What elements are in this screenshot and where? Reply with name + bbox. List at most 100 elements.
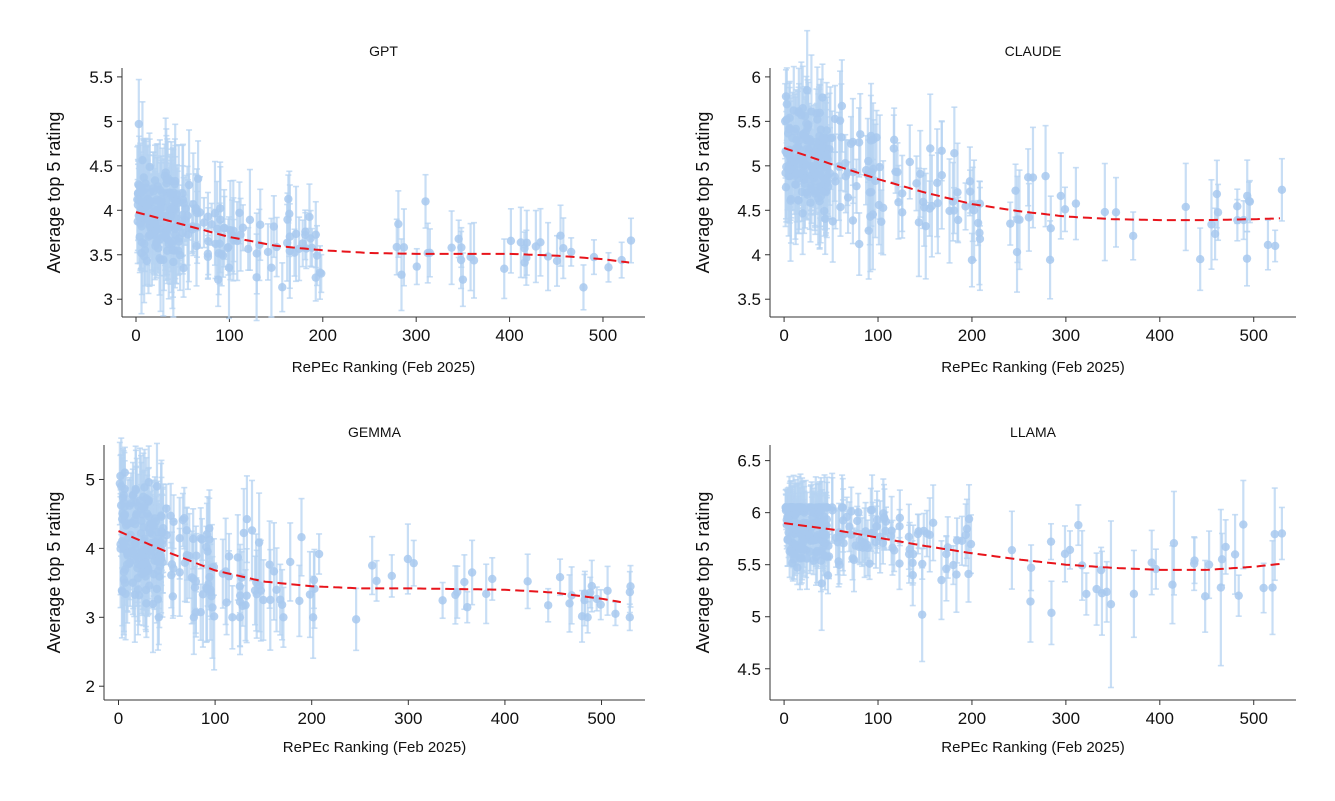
data-point <box>214 249 223 258</box>
data-point <box>879 513 889 522</box>
data-point <box>166 212 175 222</box>
data-point <box>583 613 592 622</box>
data-point <box>817 579 826 588</box>
data-point <box>781 506 791 515</box>
data-point <box>314 549 324 559</box>
data-point <box>162 221 171 231</box>
data-point <box>242 514 252 524</box>
data-point <box>932 178 942 188</box>
data-point <box>163 246 172 255</box>
data-point <box>813 115 822 124</box>
y-tick-label: 5.5 <box>737 556 761 575</box>
data-point <box>447 243 456 252</box>
data-point <box>142 599 151 608</box>
x-tick-label: 300 <box>394 709 422 728</box>
data-point <box>403 554 413 564</box>
data-point <box>116 501 126 510</box>
x-tick-label: 300 <box>402 326 430 345</box>
data-point <box>213 275 223 284</box>
data-point <box>803 123 812 133</box>
data-point <box>155 572 164 581</box>
y-tick-label: 4.5 <box>737 660 761 679</box>
data-point <box>1195 254 1205 264</box>
x-axis-title: RePEc Ranking (Feb 2025) <box>283 739 466 756</box>
data-point <box>965 187 975 196</box>
data-point <box>1041 171 1050 181</box>
y-axis-title: Average top 5 rating <box>693 492 713 654</box>
data-point <box>794 195 803 205</box>
data-point <box>285 246 294 256</box>
data-point <box>579 283 588 292</box>
data-point <box>848 216 858 225</box>
data-point <box>180 513 189 523</box>
data-point <box>1270 529 1279 539</box>
x-tick-label: 200 <box>958 326 986 345</box>
data-point <box>815 131 824 141</box>
data-points <box>133 119 636 292</box>
data-point <box>298 239 307 248</box>
data-point <box>811 148 820 157</box>
data-point <box>969 206 979 215</box>
data-point <box>144 232 153 241</box>
panel-gpt: GPT 3 3.5 4 4.5 5 5.5 0 100 200 300 400 500 RePEc Ran… <box>44 43 645 376</box>
data-point <box>822 126 831 135</box>
data-point <box>975 234 985 244</box>
data-point <box>263 247 273 257</box>
data-point <box>868 210 878 219</box>
data-point <box>861 527 870 536</box>
data-point <box>218 569 228 578</box>
data-point <box>180 558 190 568</box>
data-point <box>235 597 245 607</box>
y-tick-label: 5.5 <box>89 68 113 87</box>
data-point <box>786 149 795 159</box>
data-point <box>1169 538 1179 548</box>
data-point <box>845 522 854 531</box>
data-point <box>603 586 612 595</box>
data-point <box>235 208 244 218</box>
data-point <box>199 218 209 227</box>
data-point <box>820 206 829 216</box>
data-point <box>580 595 589 605</box>
data-point <box>277 600 287 609</box>
data-point <box>878 203 888 212</box>
data-point <box>192 551 201 560</box>
data-point <box>1207 220 1216 229</box>
data-point <box>235 582 245 591</box>
data-point <box>872 522 882 531</box>
data-point <box>817 143 826 153</box>
data-point <box>919 526 928 536</box>
data-point <box>135 188 145 197</box>
error-bars <box>782 472 1285 689</box>
data-point <box>118 493 128 502</box>
data-point <box>163 175 172 185</box>
data-point <box>179 264 188 273</box>
data-point <box>799 545 808 554</box>
data-point <box>855 239 864 249</box>
data-point <box>272 585 281 594</box>
data-point <box>156 551 166 560</box>
data-point <box>123 549 132 558</box>
data-point <box>861 166 871 175</box>
data-point <box>154 613 164 622</box>
data-point <box>125 501 134 510</box>
data-point <box>852 181 861 191</box>
data-point <box>1026 563 1036 572</box>
data-point <box>785 125 794 134</box>
data-point <box>908 558 917 568</box>
data-point <box>128 578 138 587</box>
data-point <box>1230 550 1240 559</box>
data-point <box>807 107 816 116</box>
data-point <box>881 526 890 536</box>
data-point <box>202 530 212 539</box>
data-point <box>1097 589 1107 598</box>
data-point <box>823 571 833 580</box>
data-point <box>831 533 841 542</box>
data-point <box>184 180 194 190</box>
data-point <box>784 514 793 524</box>
data-point <box>1028 173 1038 182</box>
data-point <box>167 204 176 213</box>
data-point <box>139 173 148 182</box>
data-point <box>233 553 242 562</box>
data-point <box>222 598 231 607</box>
data-point <box>139 523 148 532</box>
